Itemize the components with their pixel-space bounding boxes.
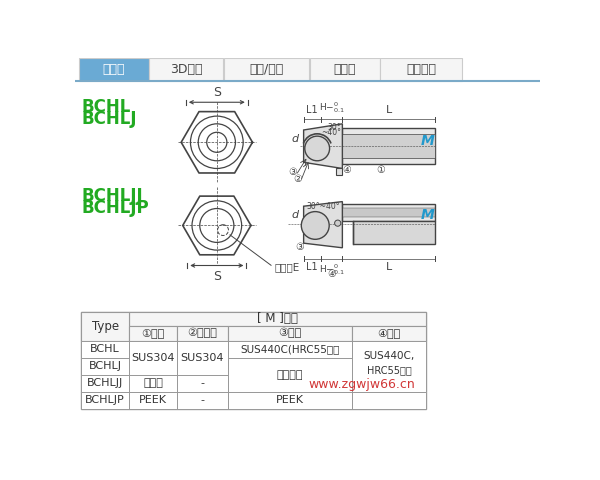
Bar xyxy=(224,59,309,81)
Bar xyxy=(227,341,352,358)
Bar xyxy=(227,392,352,408)
Text: BCHL: BCHL xyxy=(81,97,131,116)
Text: d: d xyxy=(292,210,299,220)
Bar xyxy=(81,358,426,375)
Text: ①: ① xyxy=(377,165,386,175)
Text: ②: ② xyxy=(293,174,302,183)
Text: 聚缩醛球: 聚缩醛球 xyxy=(277,370,303,380)
Text: L: L xyxy=(386,105,392,115)
Text: -: - xyxy=(200,395,205,405)
Text: ①主体: ①主体 xyxy=(142,328,165,338)
Bar xyxy=(343,204,436,221)
Text: 产品目录: 产品目录 xyxy=(406,63,436,76)
Bar xyxy=(81,375,426,392)
Circle shape xyxy=(301,212,329,240)
Text: BCHLJJ: BCHLJJ xyxy=(87,378,124,388)
Text: ④副球: ④副球 xyxy=(377,328,401,338)
Text: L: L xyxy=(386,263,392,273)
Bar xyxy=(310,59,380,81)
Text: SUS440C(HRC55～）: SUS440C(HRC55～） xyxy=(240,345,340,354)
Bar xyxy=(79,59,149,81)
Text: BCHLJ: BCHLJ xyxy=(89,361,122,372)
Text: BCHLJP: BCHLJP xyxy=(81,199,149,217)
Bar xyxy=(81,312,129,341)
Bar xyxy=(352,325,426,341)
Bar xyxy=(129,341,178,375)
Polygon shape xyxy=(304,124,343,168)
Text: H$\mathregular{-}$$\mathregular{^0_{0.1}}$: H$\mathregular{-}$$\mathregular{^0_{0.1}… xyxy=(319,263,344,277)
Text: M: M xyxy=(421,134,434,148)
Text: BCHL: BCHL xyxy=(91,345,120,354)
Text: Type: Type xyxy=(92,320,119,333)
Bar xyxy=(352,341,426,392)
Text: d: d xyxy=(292,134,299,144)
Bar xyxy=(81,341,426,358)
Text: S: S xyxy=(213,270,221,283)
Bar xyxy=(343,208,436,217)
Text: ④: ④ xyxy=(327,269,336,279)
Text: BCHLJJ: BCHLJJ xyxy=(81,187,143,205)
Bar xyxy=(343,129,436,164)
Text: ③: ③ xyxy=(295,242,304,252)
Text: HRC55～）: HRC55～） xyxy=(367,365,411,375)
Bar xyxy=(81,312,426,408)
Text: 聚缩醛: 聚缩醛 xyxy=(143,378,163,388)
Text: ③: ③ xyxy=(289,167,297,177)
Polygon shape xyxy=(304,202,343,248)
Text: BCHLJP: BCHLJP xyxy=(85,395,125,405)
Bar xyxy=(129,325,178,341)
Bar xyxy=(178,392,227,408)
Text: L1: L1 xyxy=(307,263,318,273)
Bar xyxy=(129,392,178,408)
Bar xyxy=(81,392,426,408)
Bar xyxy=(178,341,227,375)
Bar xyxy=(149,59,223,81)
Text: BCHLJ: BCHLJ xyxy=(81,110,137,128)
Bar xyxy=(178,375,227,392)
Text: SUS304: SUS304 xyxy=(131,353,175,363)
Text: H$\mathregular{-}$$\mathregular{^0_{0.1}}$: H$\mathregular{-}$$\mathregular{^0_{0.1}… xyxy=(319,100,344,115)
Bar xyxy=(353,221,436,244)
Bar xyxy=(178,325,227,341)
Text: PEEK: PEEK xyxy=(139,395,167,405)
Text: SUS304: SUS304 xyxy=(181,353,224,363)
Text: 型号/交期: 型号/交期 xyxy=(250,63,284,76)
Text: 30°~40°: 30°~40° xyxy=(307,202,340,211)
Bar xyxy=(380,59,462,81)
Text: L1: L1 xyxy=(307,105,318,115)
Text: ~40°: ~40° xyxy=(321,128,341,137)
Circle shape xyxy=(305,136,329,161)
Text: 3D预览: 3D预览 xyxy=(170,63,202,76)
Bar xyxy=(336,168,343,175)
Bar xyxy=(343,134,436,158)
Text: SUS440C,: SUS440C, xyxy=(363,351,415,361)
Text: PEEK: PEEK xyxy=(275,395,304,405)
Text: www.zgwjw66.cn: www.zgwjw66.cn xyxy=(308,378,415,391)
Bar xyxy=(227,325,352,341)
Bar xyxy=(227,358,352,392)
Text: [ M ]材质: [ M ]材质 xyxy=(257,312,298,325)
Text: 排水孔E: 排水孔E xyxy=(275,262,300,272)
Text: 30°: 30° xyxy=(327,123,341,132)
Text: ②调整环: ②调整环 xyxy=(188,328,217,338)
Text: -: - xyxy=(200,378,205,388)
Text: S: S xyxy=(213,86,221,99)
Circle shape xyxy=(335,220,341,226)
Text: M: M xyxy=(421,208,434,222)
Text: ③主球: ③主球 xyxy=(278,328,301,338)
Text: 规格表: 规格表 xyxy=(334,63,356,76)
Bar xyxy=(129,375,178,392)
Text: 尺寸图: 尺寸图 xyxy=(103,63,125,76)
Bar xyxy=(129,312,426,325)
Text: ④: ④ xyxy=(342,165,350,175)
